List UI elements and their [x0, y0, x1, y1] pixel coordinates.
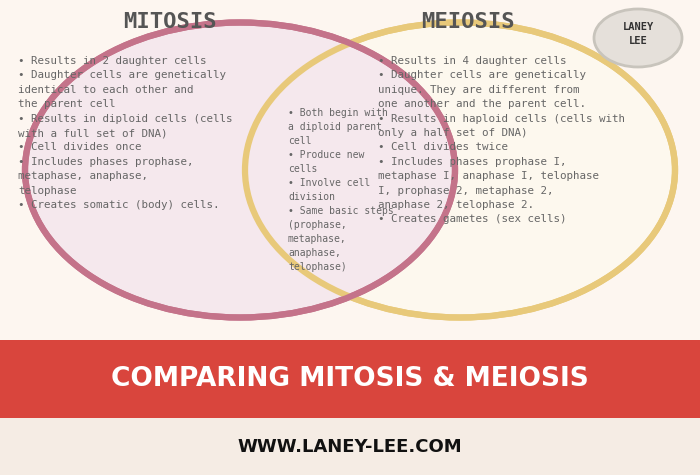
Text: • Results in 4 daughter cells
• Daughter cells are genetically
unique. They are : • Results in 4 daughter cells • Daughter…	[378, 56, 625, 224]
Text: WWW.LANEY-LEE.COM: WWW.LANEY-LEE.COM	[238, 437, 462, 456]
Text: LANEY
LEE: LANEY LEE	[622, 22, 654, 46]
Bar	[0, 340, 700, 418]
Text: COMPARING MITOSIS & MEIOSIS: COMPARING MITOSIS & MEIOSIS	[111, 366, 589, 392]
Bar	[0, 418, 700, 475]
Ellipse shape	[245, 22, 675, 317]
Text: MEIOSIS: MEIOSIS	[421, 12, 514, 32]
Ellipse shape	[594, 9, 682, 67]
Text: • Results in 2 daughter cells
• Daughter cells are genetically
identical to each: • Results in 2 daughter cells • Daughter…	[18, 56, 232, 210]
Text: MITOSIS: MITOSIS	[123, 12, 217, 32]
Ellipse shape	[25, 22, 455, 317]
Text: • Both begin with
a diploid parent
cell
• Produce new
cells
• Involve cell
divis: • Both begin with a diploid parent cell …	[288, 108, 393, 272]
